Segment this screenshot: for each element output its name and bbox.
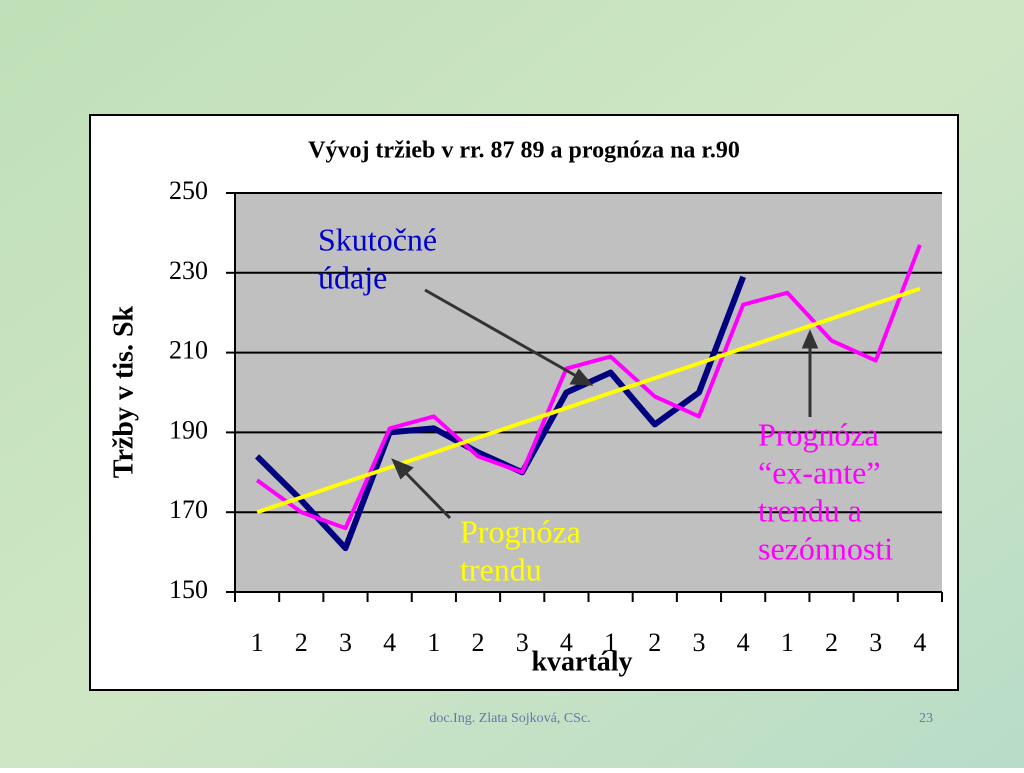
x-tick-label: 3 xyxy=(516,628,529,657)
annotation: “ex-ante” xyxy=(758,454,881,490)
x-tick-label: 3 xyxy=(339,628,352,657)
x-tick-label: 2 xyxy=(648,628,661,657)
x-tick-label: 1 xyxy=(604,628,617,657)
x-tick-label: 1 xyxy=(251,628,264,657)
y-tick-label: 250 xyxy=(169,176,208,205)
arrow xyxy=(424,288,579,379)
x-axis-label: kvartály xyxy=(531,646,632,677)
annotation: Prognóza xyxy=(758,416,879,452)
series-line xyxy=(256,286,921,515)
arrow xyxy=(401,468,452,520)
y-tick-label: 210 xyxy=(169,336,208,365)
arrow-head xyxy=(391,458,414,480)
arrow-head xyxy=(569,368,594,386)
annotation: sezónnosti xyxy=(758,530,893,566)
annotation: trendu xyxy=(460,551,542,587)
annotation: Prognóza xyxy=(460,513,581,549)
annotation: trendu a xyxy=(758,492,862,528)
x-tick-label: 4 xyxy=(383,628,396,657)
y-axis-label: Tržby v tis. Sk xyxy=(108,305,139,478)
x-tick-label: 1 xyxy=(427,628,440,657)
x-tick-label: 1 xyxy=(781,628,794,657)
x-tick-label: 4 xyxy=(737,628,750,657)
footer-author: doc.Ing. Zlata Sojková, CSc. xyxy=(429,711,590,726)
annotation: údaje xyxy=(318,259,387,295)
x-tick-label: 4 xyxy=(913,628,926,657)
chart-title: Vývoj tržieb v rr. 87 89 a prognóza na r… xyxy=(308,138,740,164)
x-tick-label: 3 xyxy=(869,628,882,657)
y-tick-label: 170 xyxy=(169,495,208,524)
arrows xyxy=(391,288,819,520)
x-tick-label: 4 xyxy=(560,628,573,657)
x-tick-label: 2 xyxy=(825,628,838,657)
annotation: Skutočné xyxy=(318,221,437,257)
footer-page: 23 xyxy=(919,711,933,726)
arrow-head xyxy=(801,329,819,349)
x-tick-label: 2 xyxy=(472,628,485,657)
x-tick-label: 3 xyxy=(692,628,705,657)
x-tick-label: 2 xyxy=(295,628,308,657)
plot: 150 170 190 210 230 250 1 2 3 4 1 2 3 4 1 2 3 4 1 2 3 4 xyxy=(169,176,943,657)
y-tick-label: 230 xyxy=(169,256,208,285)
y-tick-label: 190 xyxy=(169,415,208,444)
series-line xyxy=(255,244,922,531)
y-tick-label: 150 xyxy=(169,575,208,604)
